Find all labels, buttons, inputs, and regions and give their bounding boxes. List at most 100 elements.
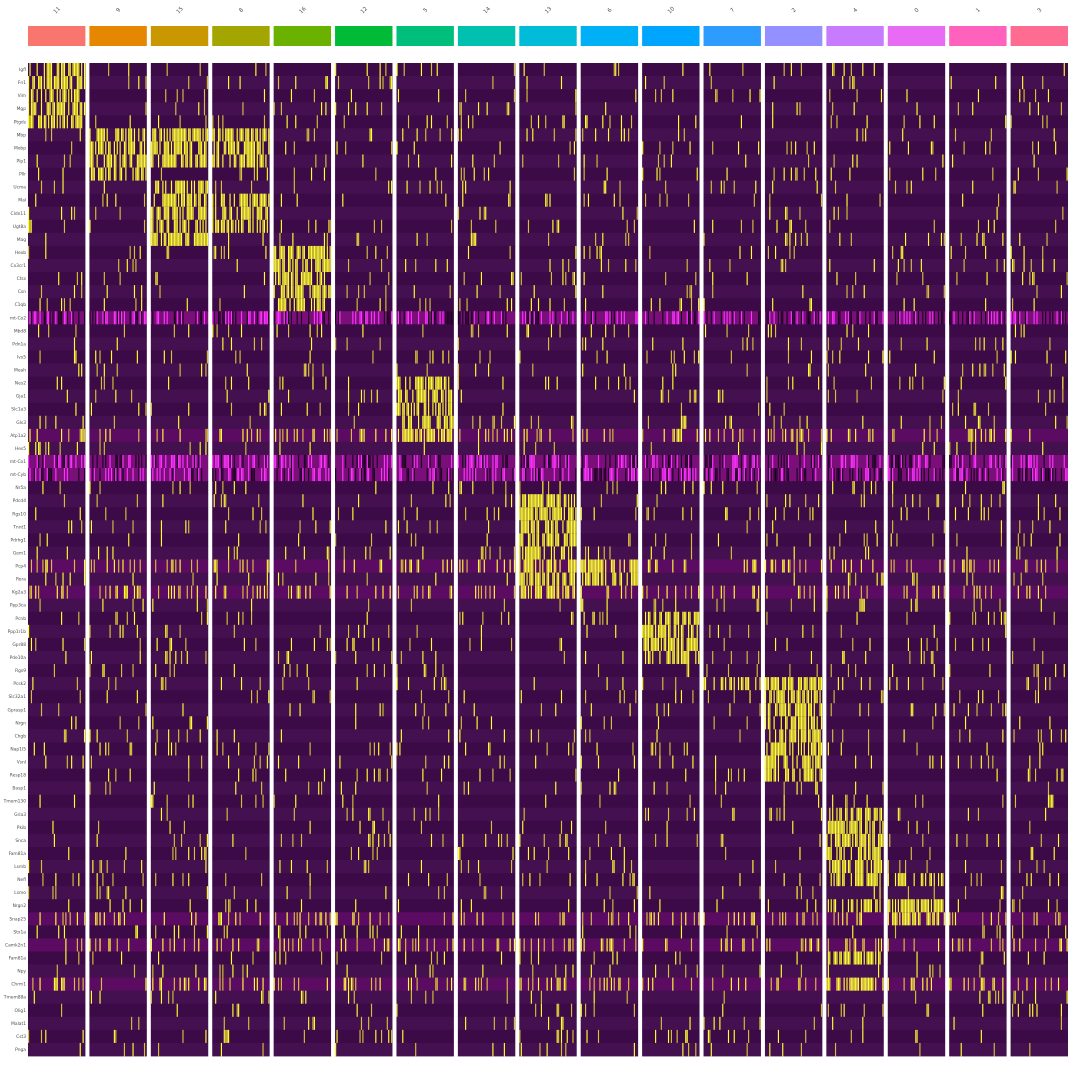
heatmap-mark bbox=[543, 572, 545, 587]
heatmap-mark bbox=[585, 298, 587, 312]
heatmap-mark bbox=[261, 154, 263, 168]
heatmap-mark bbox=[386, 1016, 388, 1031]
heatmap-mark bbox=[168, 245, 170, 260]
heatmap-mark bbox=[559, 833, 561, 848]
heatmap-cell bbox=[89, 572, 147, 587]
heatmap-mark bbox=[499, 546, 501, 560]
heatmap-mark bbox=[530, 520, 532, 534]
heatmap-mark bbox=[407, 311, 410, 325]
heatmap-mark bbox=[223, 494, 225, 508]
heatmap-mark bbox=[506, 298, 508, 312]
heatmap-mark bbox=[568, 846, 570, 861]
heatmap-mark bbox=[81, 454, 83, 469]
heatmap-mark bbox=[558, 1003, 560, 1018]
heatmap-mark bbox=[203, 232, 206, 247]
heatmap-mark bbox=[562, 272, 564, 286]
heatmap-mark bbox=[116, 337, 118, 351]
heatmap-mark bbox=[753, 454, 755, 469]
heatmap-mark bbox=[309, 350, 311, 364]
heatmap-mark bbox=[228, 755, 230, 769]
heatmap-mark bbox=[612, 860, 614, 874]
heatmap-mark bbox=[326, 258, 328, 273]
heatmap-mark bbox=[570, 546, 573, 560]
heatmap-mark bbox=[280, 298, 282, 312]
heatmap-mark bbox=[225, 494, 227, 508]
heatmap-mark bbox=[76, 115, 78, 129]
heatmap-mark bbox=[61, 63, 63, 77]
heatmap-mark bbox=[169, 650, 171, 665]
heatmap-cell bbox=[273, 76, 332, 90]
heatmap-mark bbox=[105, 454, 107, 469]
heatmap-cell bbox=[396, 102, 454, 116]
heatmap-mark bbox=[212, 311, 214, 325]
heatmap-mark bbox=[540, 990, 542, 1005]
heatmap-mark bbox=[675, 611, 677, 626]
heatmap-mark bbox=[572, 585, 574, 600]
heatmap-mark bbox=[199, 219, 201, 234]
heatmap-mark bbox=[242, 977, 244, 992]
heatmap-mark bbox=[239, 167, 241, 181]
heatmap-mark bbox=[399, 376, 401, 391]
heatmap-mark bbox=[309, 324, 311, 338]
heatmap-mark bbox=[326, 232, 328, 247]
heatmap-mark bbox=[688, 1042, 690, 1057]
heatmap-mark bbox=[279, 311, 281, 325]
heatmap-mark bbox=[323, 428, 326, 443]
heatmap-mark bbox=[730, 768, 732, 783]
heatmap-mark bbox=[629, 559, 631, 573]
heatmap-mark bbox=[488, 428, 490, 443]
heatmap-mark bbox=[219, 311, 221, 325]
heatmap-mark bbox=[586, 454, 588, 469]
heatmap-mark bbox=[131, 389, 133, 404]
heatmap-cell bbox=[273, 402, 332, 417]
heatmap-mark bbox=[402, 428, 404, 443]
gene-label: Npy bbox=[17, 969, 26, 975]
heatmap-cell bbox=[457, 755, 516, 769]
heatmap-cell bbox=[28, 533, 86, 547]
heatmap-mark bbox=[286, 912, 288, 926]
heatmap-cell bbox=[457, 637, 516, 652]
heatmap-mark bbox=[152, 977, 154, 992]
heatmap-mark bbox=[152, 206, 154, 221]
heatmap-mark bbox=[368, 860, 370, 874]
heatmap-mark bbox=[656, 559, 658, 573]
heatmap-mark bbox=[749, 89, 751, 103]
heatmap-mark bbox=[449, 585, 451, 600]
heatmap-cell bbox=[457, 572, 516, 587]
heatmap-mark bbox=[652, 637, 654, 652]
heatmap-mark bbox=[676, 1029, 678, 1044]
heatmap-cell bbox=[580, 664, 639, 678]
heatmap-mark bbox=[695, 272, 697, 286]
heatmap-mark bbox=[183, 180, 185, 195]
heatmap-cell bbox=[273, 219, 332, 234]
heatmap-mark bbox=[465, 454, 467, 469]
heatmap-mark bbox=[76, 76, 78, 90]
heatmap-mark bbox=[649, 912, 651, 926]
heatmap-cell bbox=[150, 820, 209, 835]
heatmap-mark bbox=[192, 206, 194, 221]
heatmap-mark bbox=[43, 742, 45, 756]
heatmap-mark bbox=[465, 180, 467, 195]
heatmap-mark bbox=[61, 428, 63, 443]
gene-label: Gprasp1 bbox=[7, 707, 26, 713]
heatmap-cell bbox=[212, 180, 270, 195]
heatmap-mark bbox=[486, 311, 488, 325]
heatmap-mark bbox=[432, 402, 434, 417]
heatmap-mark bbox=[145, 454, 147, 469]
heatmap-mark bbox=[123, 141, 126, 155]
heatmap-mark bbox=[513, 559, 516, 573]
heatmap-mark bbox=[133, 559, 136, 573]
heatmap-mark bbox=[755, 180, 757, 195]
heatmap-mark bbox=[433, 468, 435, 482]
heatmap-cell bbox=[396, 886, 454, 900]
heatmap-cell bbox=[335, 886, 393, 900]
heatmap-mark bbox=[230, 402, 233, 417]
heatmap-mark bbox=[321, 454, 323, 469]
heatmap-mark bbox=[440, 389, 443, 404]
heatmap-mark bbox=[366, 454, 368, 469]
heatmap-mark bbox=[542, 468, 544, 482]
heatmap-mark bbox=[672, 89, 674, 103]
heatmap-mark bbox=[428, 428, 430, 443]
heatmap-mark bbox=[183, 219, 185, 234]
heatmap-mark bbox=[527, 494, 530, 508]
